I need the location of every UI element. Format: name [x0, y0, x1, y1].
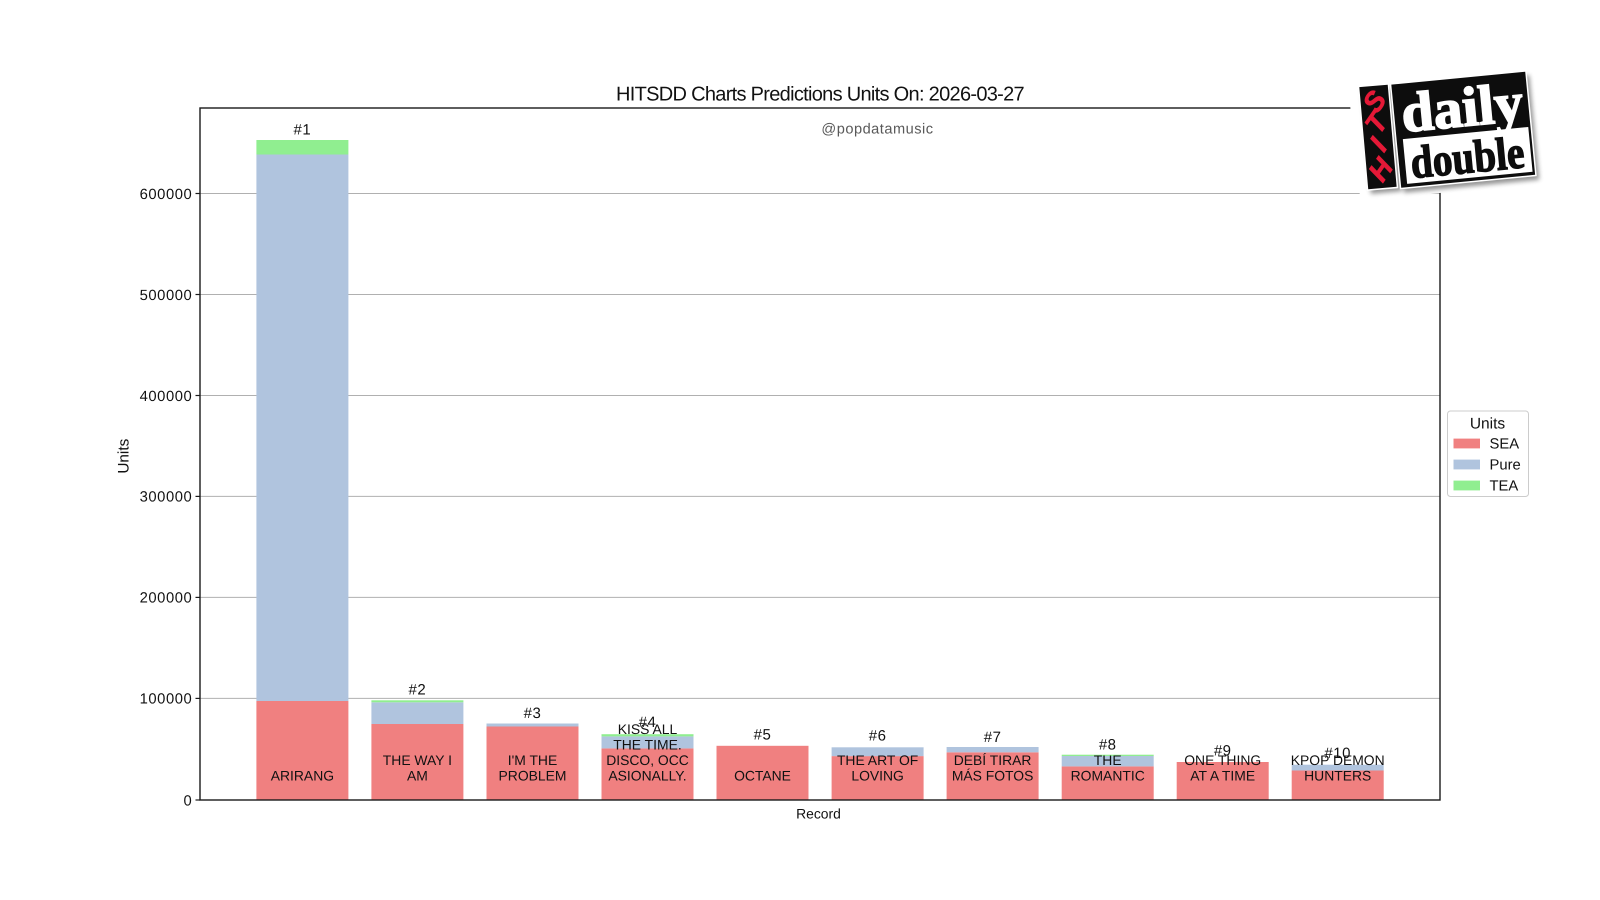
svg-text:DEBÍ TIRAR: DEBÍ TIRAR: [954, 752, 1032, 768]
svg-text:OCTANE: OCTANE: [734, 768, 791, 784]
svg-text:100000: 100000: [140, 692, 193, 708]
svg-text:I'M THE: I'M THE: [508, 752, 557, 768]
svg-text:300000: 300000: [140, 490, 193, 506]
svg-text:ROMANTIC: ROMANTIC: [1071, 768, 1145, 784]
svg-text:#6: #6: [869, 727, 887, 744]
svg-text:LOVING: LOVING: [851, 768, 904, 784]
svg-text:AM: AM: [407, 768, 428, 784]
svg-text:THE ART OF: THE ART OF: [837, 752, 918, 768]
svg-text:0: 0: [184, 793, 193, 809]
svg-text:HITSDD Charts Predictions Unit: HITSDD Charts Predictions Units On: 2026…: [616, 84, 1025, 106]
svg-text:#9: #9: [1214, 742, 1232, 759]
svg-text:double: double: [1408, 126, 1526, 188]
svg-text:#10: #10: [1324, 745, 1351, 762]
svg-text:SEA: SEA: [1490, 437, 1520, 453]
svg-text:400000: 400000: [140, 389, 193, 405]
svg-text:KPOP DEMON: KPOP DEMON: [1291, 752, 1385, 768]
svg-text:KISS ALL: KISS ALL: [618, 721, 678, 737]
svg-text:PROBLEM: PROBLEM: [499, 768, 567, 784]
svg-text:#7: #7: [984, 729, 1002, 746]
svg-text:MÁS FOTOS: MÁS FOTOS: [952, 768, 1034, 784]
svg-text:HUNTERS: HUNTERS: [1304, 768, 1371, 784]
svg-text:ASIONALLY.: ASIONALLY.: [608, 768, 686, 784]
svg-text:daily: daily: [1398, 72, 1525, 145]
svg-text:#5: #5: [754, 727, 772, 744]
svg-text:#1: #1: [294, 122, 312, 139]
svg-text:500000: 500000: [140, 288, 193, 304]
svg-text:THE TIME.: THE TIME.: [613, 737, 681, 753]
svg-text:#8: #8: [1099, 737, 1117, 754]
svg-text:#3: #3: [524, 705, 542, 722]
svg-text:Units: Units: [1470, 415, 1506, 432]
svg-text:ONE THING: ONE THING: [1184, 752, 1261, 768]
svg-text:ARIRANG: ARIRANG: [271, 768, 334, 784]
svg-text:600000: 600000: [140, 187, 193, 203]
svg-text:200000: 200000: [140, 591, 193, 607]
svg-text:THE WAY I: THE WAY I: [383, 752, 452, 768]
svg-text:#4: #4: [639, 714, 657, 731]
svg-text:@popdatamusic: @popdatamusic: [821, 122, 933, 138]
svg-text:DISCO, OCC: DISCO, OCC: [606, 752, 689, 768]
svg-text:Units: Units: [116, 438, 133, 473]
svg-text:Record: Record: [796, 806, 841, 822]
svg-text:#2: #2: [409, 682, 427, 699]
svg-text:Pure: Pure: [1490, 458, 1521, 474]
svg-text:AT A TIME: AT A TIME: [1190, 768, 1255, 784]
svg-text:THE: THE: [1094, 752, 1122, 768]
svg-text:TEA: TEA: [1490, 479, 1519, 495]
